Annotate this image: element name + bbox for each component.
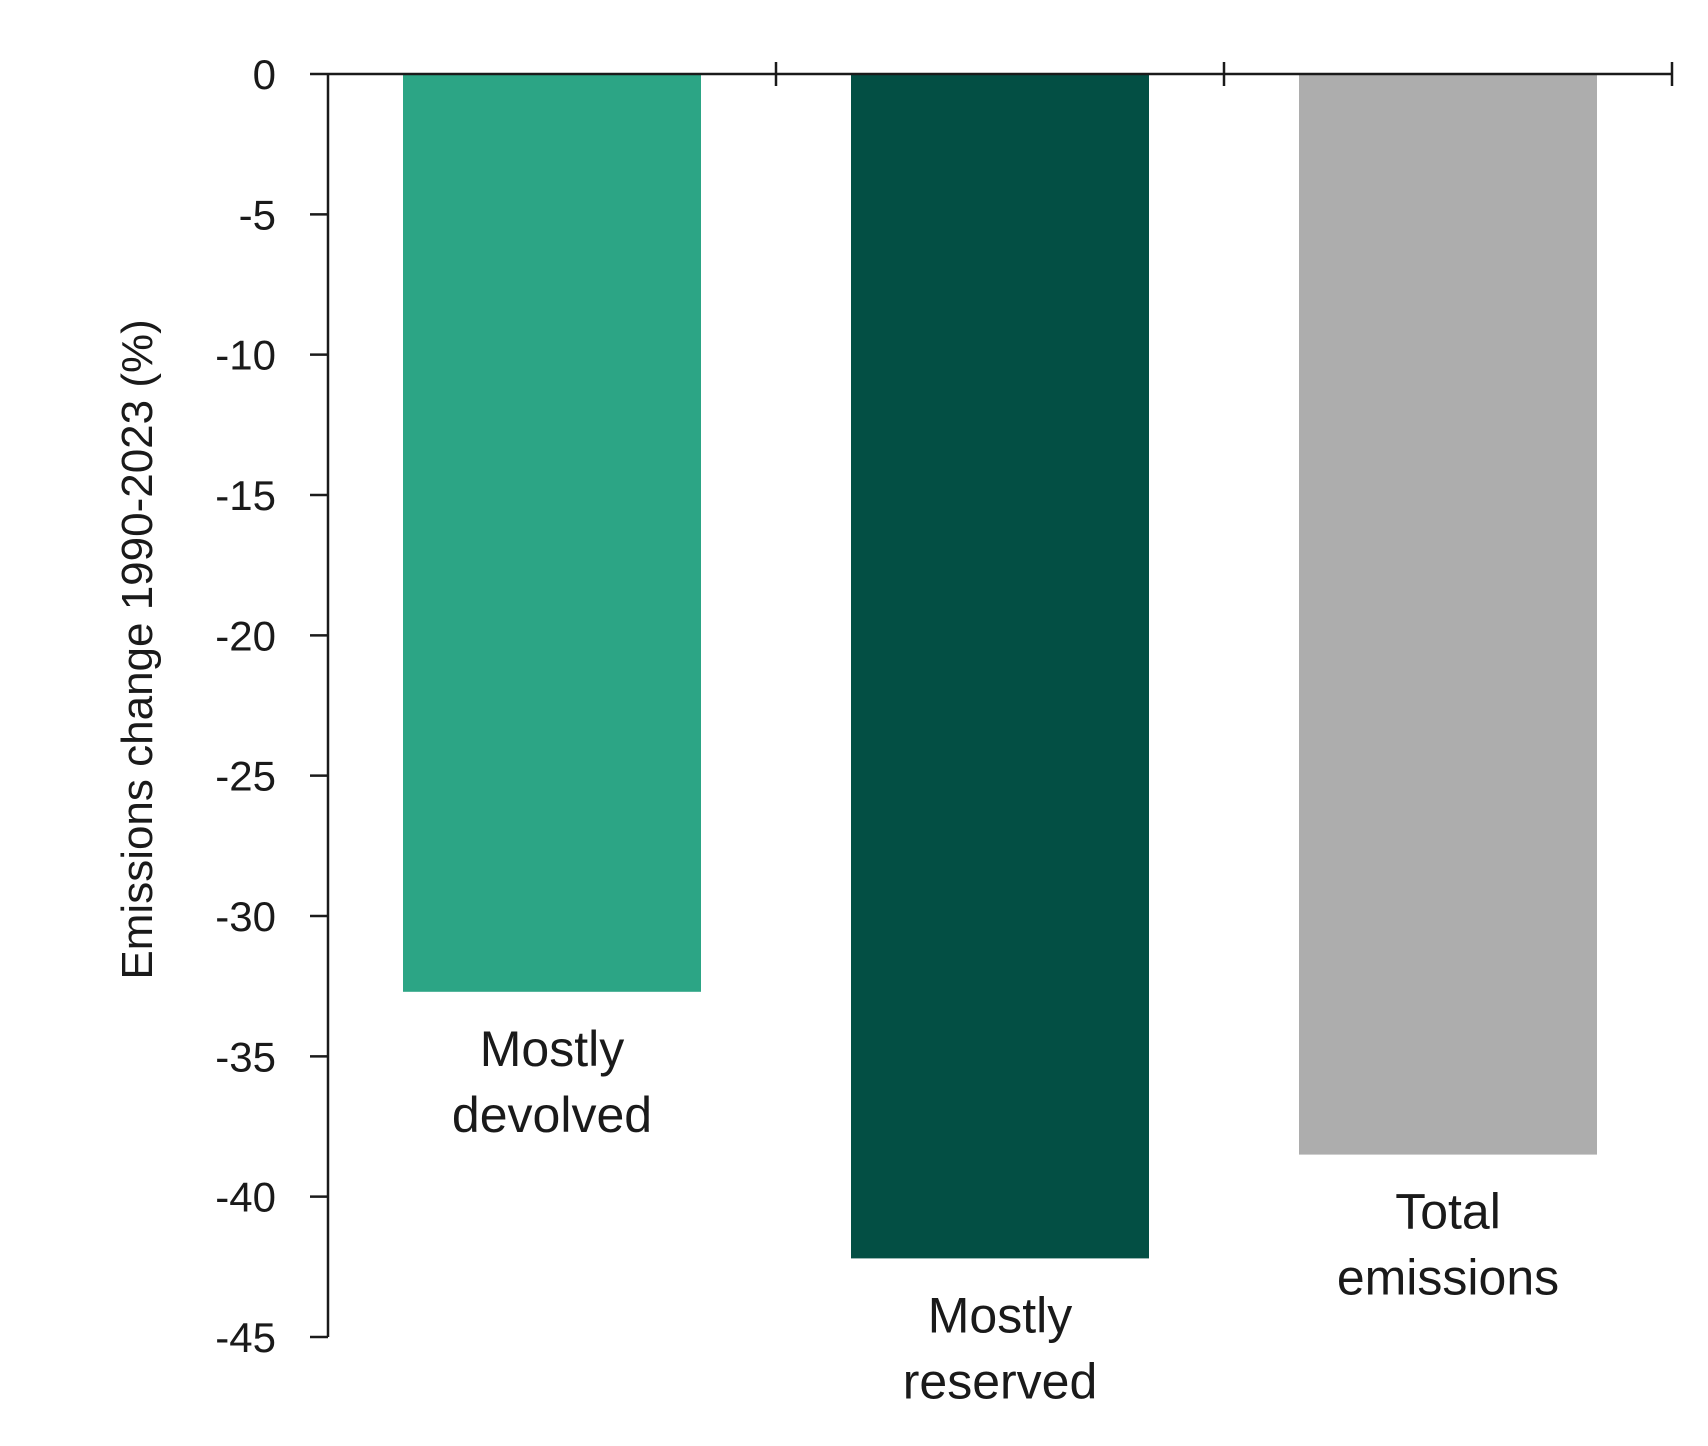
category-label-2-line-0: Total <box>1395 1184 1501 1240</box>
y-tick-label-9: -45 <box>215 1314 276 1361</box>
y-tick-labels: 0 -5 -10 -15 -20 -25 -30 -35 -40 -45 <box>215 51 276 1361</box>
category-labels: Mostly devolved Mostly reserved Total emissio… <box>452 1021 1559 1410</box>
axes-group <box>310 62 1674 1339</box>
y-tick-label-2: -10 <box>215 332 276 379</box>
y-tick-label-0: 0 <box>253 51 276 98</box>
bar-1 <box>851 74 1149 1259</box>
bar-2 <box>1299 74 1597 1155</box>
category-label-0-line-0: Mostly <box>480 1021 624 1077</box>
category-label-1-line-1: reserved <box>903 1353 1098 1409</box>
category-label-0-line-1: devolved <box>452 1087 652 1143</box>
bars-group <box>403 74 1597 1259</box>
bar-0 <box>403 74 701 992</box>
y-tick-label-4: -20 <box>215 612 276 659</box>
y-tick-label-7: -35 <box>215 1033 276 1080</box>
y-tick-label-1: -5 <box>239 191 276 238</box>
y-tick-label-8: -40 <box>215 1174 276 1221</box>
y-tick-label-5: -25 <box>215 753 276 800</box>
category-label-1-line-0: Mostly <box>928 1287 1072 1343</box>
y-axis-title: Emissions change 1990-2023 (%) <box>113 319 162 979</box>
y-tick-label-3: -15 <box>215 472 276 519</box>
category-label-2-line-1: emissions <box>1337 1250 1559 1306</box>
y-tick-label-6: -30 <box>215 893 276 940</box>
